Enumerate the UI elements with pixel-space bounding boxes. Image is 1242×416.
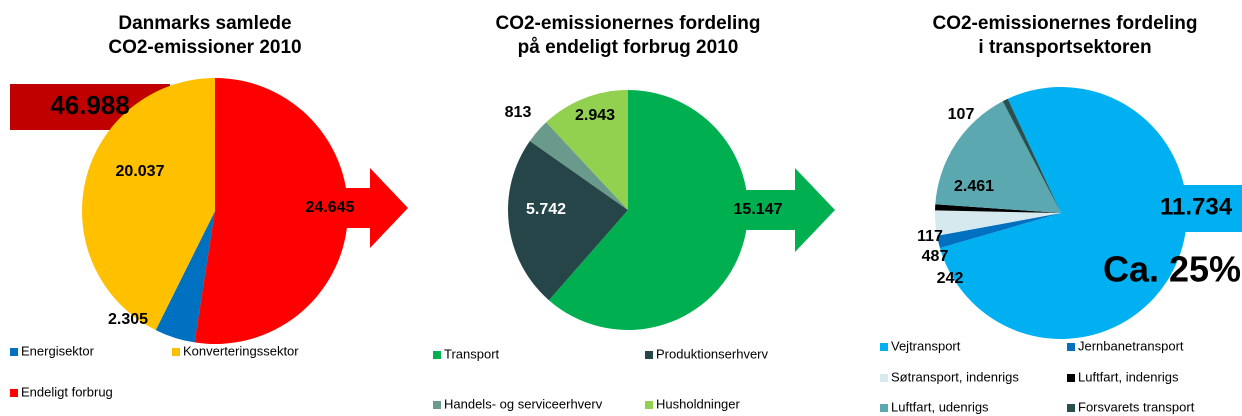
chart-title: CO2-emissionernes fordeling	[495, 13, 760, 34]
legend-swatch	[645, 401, 653, 409]
chart-title: CO2-emissioner 2010	[108, 37, 301, 58]
value-label: 15.147	[734, 201, 783, 218]
legend-label: Handels- og serviceerhverv	[444, 396, 603, 411]
pie-slice	[508, 140, 628, 301]
pie-slice	[548, 90, 748, 330]
legend-swatch	[172, 348, 180, 356]
value-label: 2.943	[575, 107, 615, 124]
chart-title: CO2-emissionernes fordeling	[932, 13, 1197, 34]
value-label: 242	[937, 270, 964, 287]
chart-title: i transportsektoren	[978, 37, 1151, 58]
pie-slice	[194, 78, 349, 345]
legend-label: Forsvarets transport	[1078, 399, 1195, 414]
value-label: 20.037	[116, 163, 165, 180]
legend-swatch	[880, 404, 888, 412]
value-label: 11.734	[1160, 193, 1233, 220]
value-label: 813	[505, 104, 532, 121]
legend-label: Luftfart, indenrigs	[1078, 369, 1179, 384]
legend-label: Produktionserhverv	[656, 346, 768, 361]
legend-label: Luftfart, udenrigs	[891, 399, 989, 414]
annotation: 46.988	[50, 90, 130, 120]
value-label: 2.461	[954, 178, 994, 195]
legend-label: Transport	[444, 346, 500, 361]
legend-swatch	[1067, 404, 1075, 412]
value-label: 487	[922, 248, 949, 265]
pie-slice	[81, 78, 215, 331]
pie-slice	[935, 204, 1061, 213]
pie-slice	[935, 101, 1061, 213]
value-label: 107	[948, 106, 975, 123]
legend-swatch	[645, 351, 653, 359]
legend-label: Endeligt forbrug	[21, 384, 113, 399]
legend-swatch	[880, 343, 888, 351]
legend-swatch	[433, 401, 441, 409]
value-label: 117	[917, 228, 943, 245]
pie-slice	[939, 86, 1188, 340]
legend-label: Konverteringssektor	[183, 343, 299, 358]
legend-swatch	[10, 348, 18, 356]
value-label: 24.645	[306, 199, 355, 216]
legend-label: Jernbanetransport	[1078, 338, 1184, 353]
legend-swatch	[10, 389, 18, 397]
legend-swatch	[880, 374, 888, 382]
pie-slice	[1002, 98, 1061, 213]
value-label: 2.305	[108, 311, 148, 328]
legend-swatch	[433, 351, 441, 359]
legend-label: Energisektor	[21, 343, 95, 358]
pie-slice	[546, 90, 628, 210]
legend-label: Vejtransport	[891, 338, 961, 353]
chart-title: Danmarks samlede	[118, 13, 291, 34]
arrow	[330, 168, 408, 248]
annotation: Ca. 25%	[1103, 249, 1241, 290]
chart-title: på endeligt forbrug 2010	[518, 37, 739, 58]
arrow	[730, 168, 835, 252]
pie-slice	[935, 210, 1061, 236]
pie-slice	[529, 122, 628, 210]
legend-swatch	[1067, 374, 1075, 382]
legend-swatch	[1067, 343, 1075, 351]
pie-slice	[155, 211, 215, 343]
value-label: 5.742	[526, 201, 566, 218]
pie-slice	[937, 213, 1061, 249]
legend-label: Søtransport, indenrigs	[891, 369, 1019, 384]
legend-label: Husholdninger	[656, 396, 741, 411]
